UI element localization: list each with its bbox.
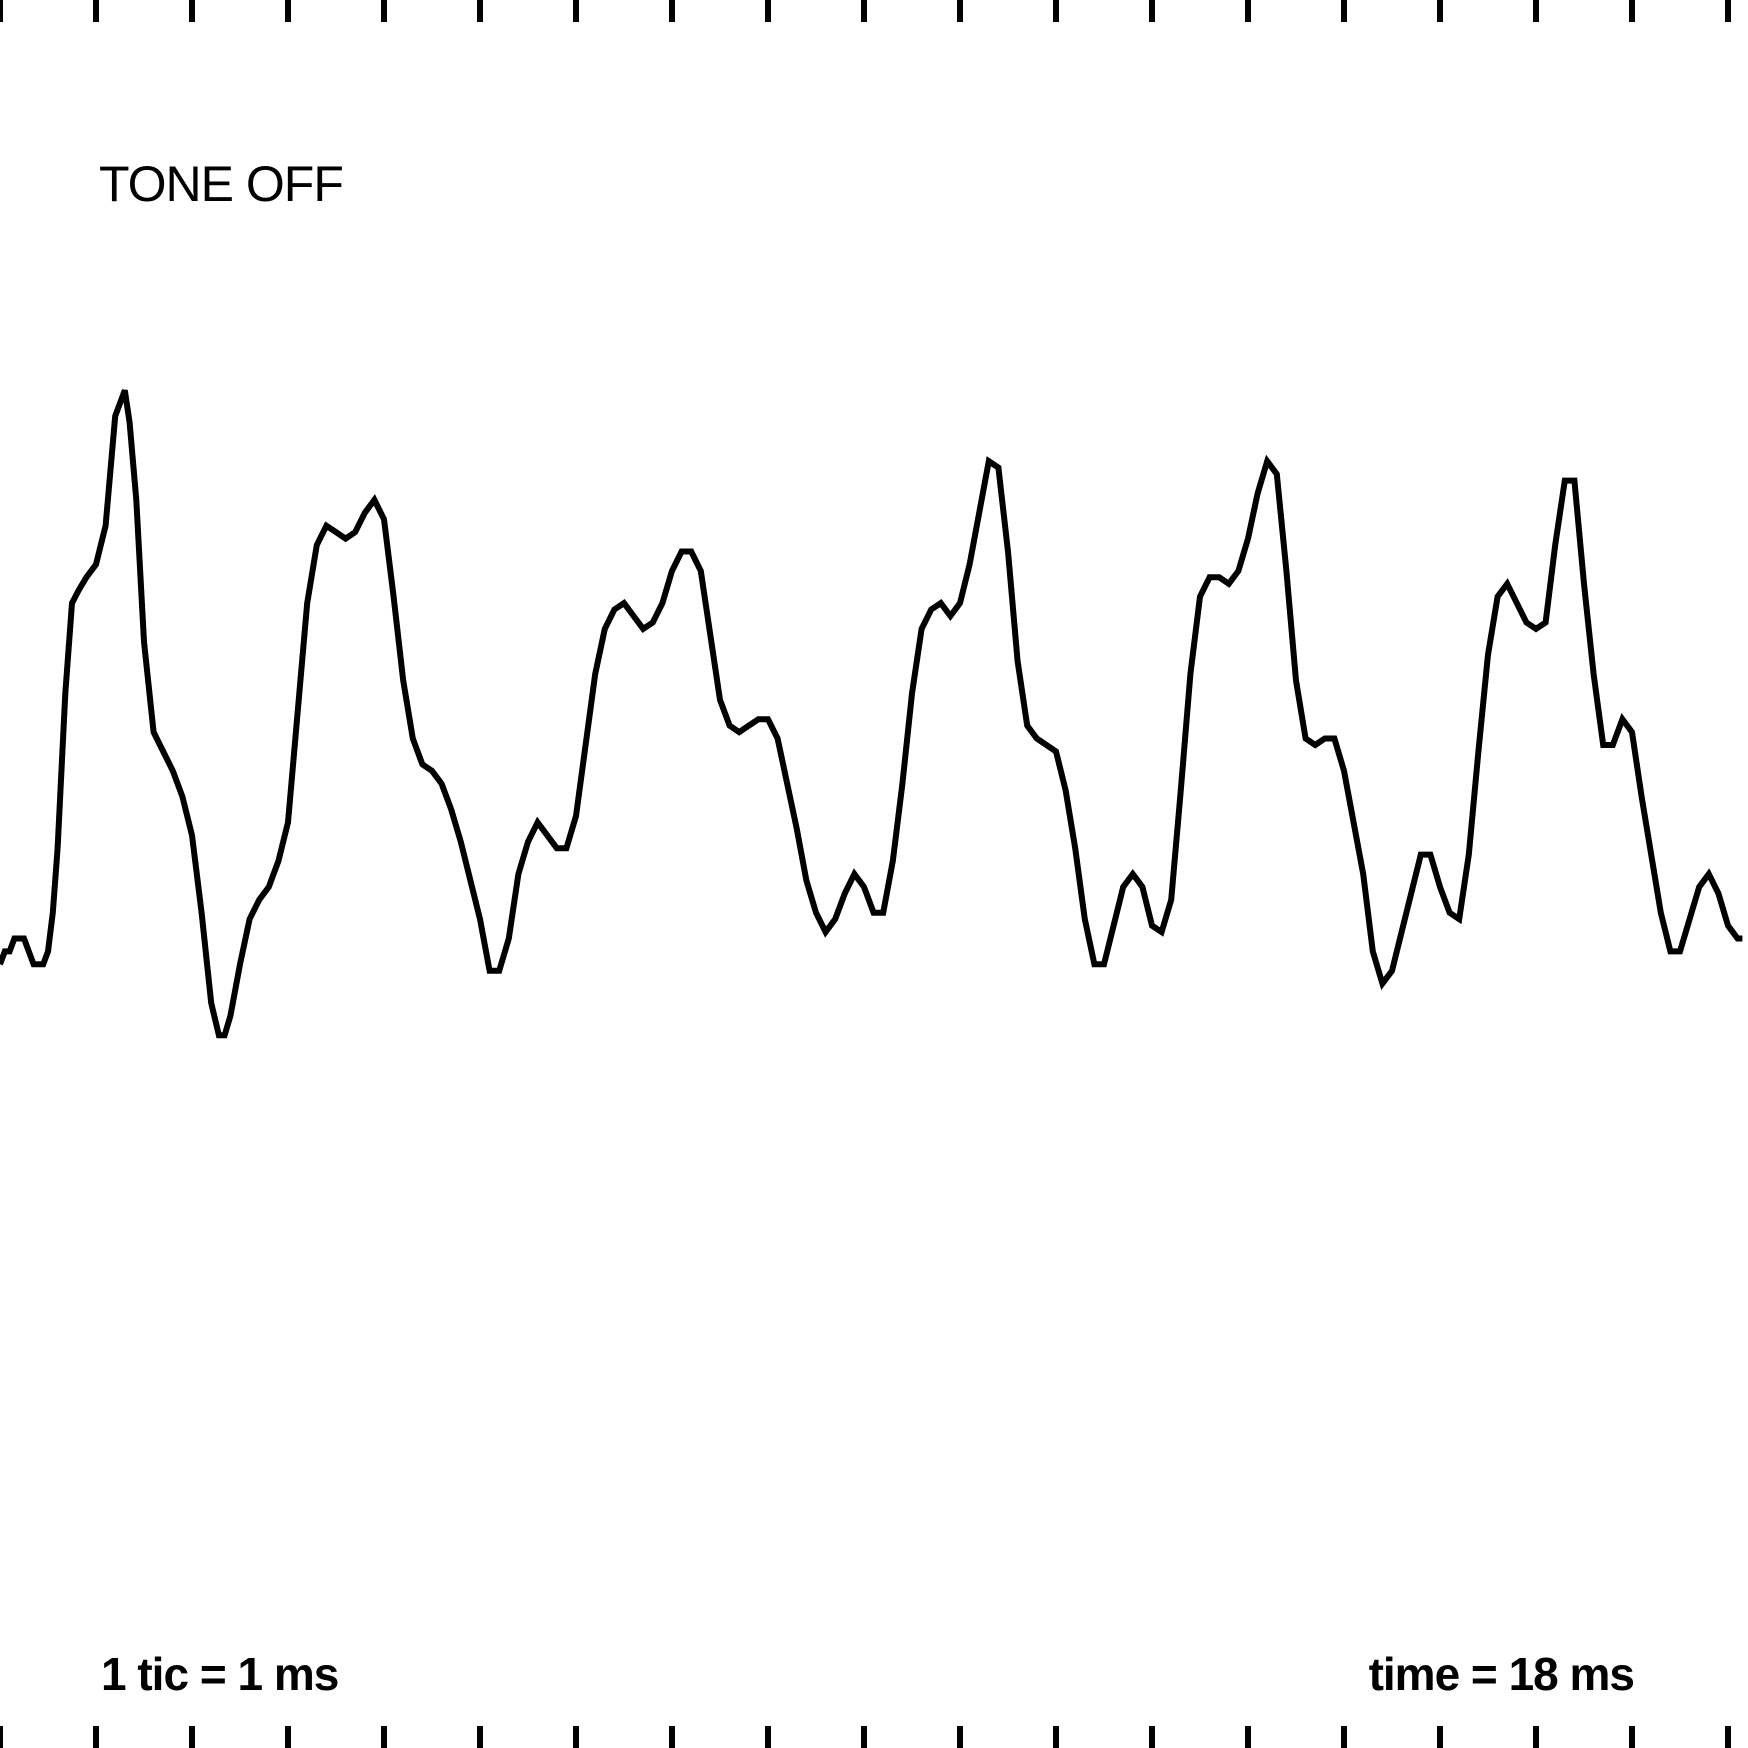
tick-scale-label: 1 tic = 1 ms [101,1648,338,1700]
elapsed-time-label: time = 18 ms [1369,1648,1634,1700]
top-tick-marks [0,0,1731,22]
waveform-trace [0,389,1743,1039]
tone-status-label: TONE OFF [99,156,343,212]
bottom-tick-marks [0,1726,1731,1748]
